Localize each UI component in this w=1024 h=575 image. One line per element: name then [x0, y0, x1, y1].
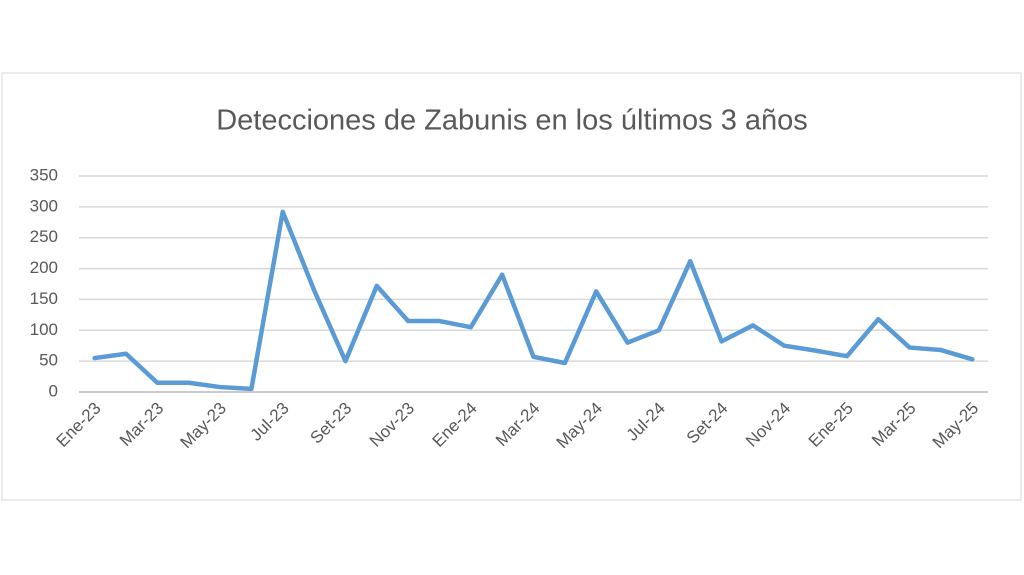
chart-frame — [1, 72, 1022, 501]
y-tick-label: 0 — [49, 381, 58, 400]
chart-title: Detecciones de Zabunis en los últimos 3 … — [216, 105, 808, 137]
data-line — [92, 209, 975, 392]
y-tick-label: 100 — [30, 320, 58, 339]
y-tick-label: 300 — [30, 196, 58, 215]
y-tick-label: 250 — [30, 227, 58, 246]
y-tick-label: 200 — [30, 258, 58, 277]
y-tick-label: 350 — [30, 165, 58, 184]
y-tick-label: 150 — [30, 289, 58, 308]
y-tick-label: 50 — [39, 351, 58, 370]
